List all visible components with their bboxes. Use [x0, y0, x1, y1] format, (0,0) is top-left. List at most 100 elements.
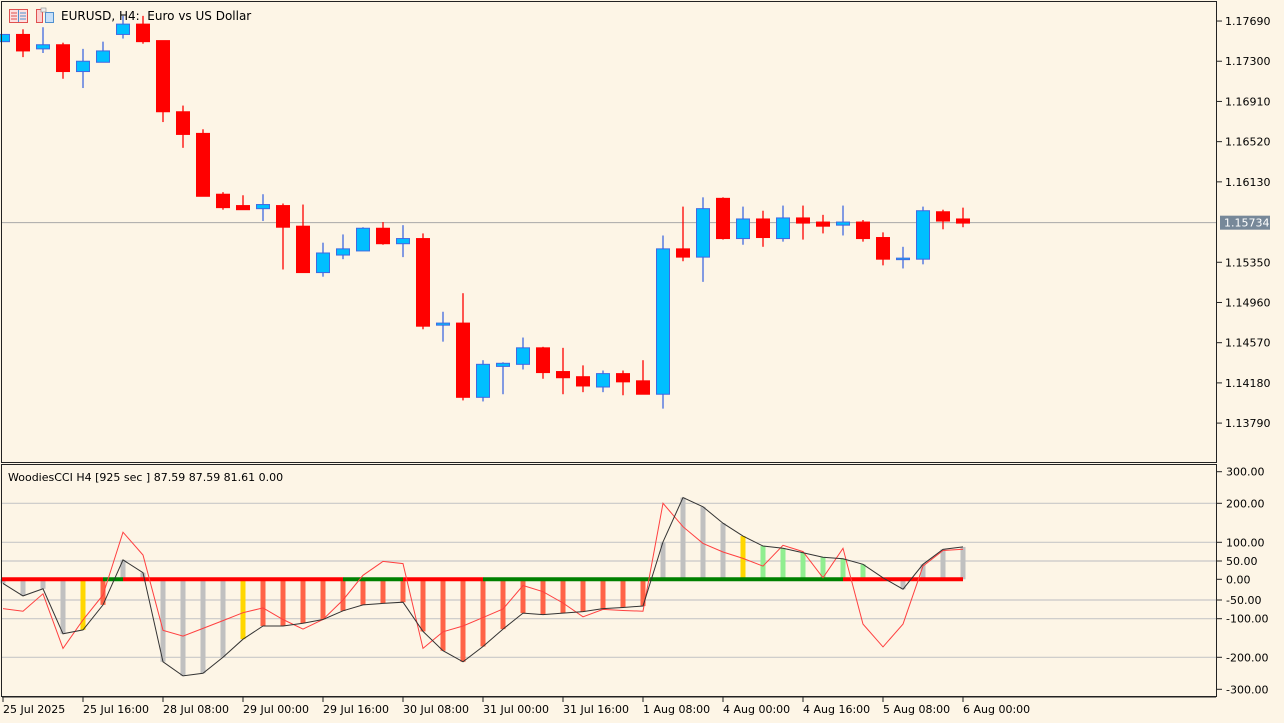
- bull-candle-body: [896, 257, 910, 261]
- chart-title: EURUSD, H4: Euro vs US Dollar: [61, 9, 252, 23]
- price-tick-label: 1.16910: [1225, 95, 1271, 108]
- candle: [36, 27, 50, 53]
- bull-candle-body: [836, 221, 850, 226]
- indicator-tick-label: -300.00: [1226, 683, 1268, 696]
- candle: [736, 206, 750, 245]
- bull-candle-body: [696, 208, 710, 258]
- cci-histogram-bar: [860, 564, 866, 580]
- time-tick-label: 31 Jul 00:00: [483, 703, 549, 716]
- cci-histogram-bar: [440, 579, 446, 651]
- candle: [496, 362, 510, 395]
- cci-histogram-bar: [780, 548, 786, 580]
- bull-candle-body: [436, 322, 450, 326]
- cci-histogram-bar: [240, 579, 246, 640]
- candle: [456, 293, 470, 401]
- time-tick-label: 4 Aug 16:00: [803, 703, 870, 716]
- bear-candle-body: [876, 237, 890, 260]
- candle: [296, 204, 310, 274]
- candle: [776, 205, 790, 242]
- bull-candle-body: [336, 248, 350, 256]
- cci-histogram-bar: [620, 579, 626, 608]
- cci-histogram-bar: [920, 564, 926, 580]
- cci-histogram-bar: [420, 579, 426, 632]
- cci-histogram-bar: [560, 579, 566, 614]
- cci-histogram-bar: [200, 579, 206, 674]
- bear-candle-body: [716, 197, 730, 240]
- price-tick-label: 1.15350: [1225, 256, 1271, 269]
- bear-candle-body: [676, 248, 690, 258]
- bull-candle-body: [496, 362, 510, 367]
- candle: [716, 197, 730, 240]
- candle: [516, 337, 530, 370]
- time-tick-label: 5 Aug 08:00: [883, 703, 950, 716]
- template-icon[interactable]: [36, 7, 54, 23]
- price-tick-label: 1.17300: [1225, 55, 1271, 68]
- cci-histogram-bar: [820, 557, 826, 580]
- bull-candle-body: [736, 218, 750, 240]
- cci-histogram-bar: [540, 579, 546, 615]
- candle: [0, 33, 10, 43]
- candle: [156, 40, 170, 123]
- cci-histogram-bar: [480, 579, 486, 647]
- axes: 1.17690 1.17300 1.16910 1.16520 1.16130 1.153…: [2, 15, 1271, 716]
- tcci-line: [2, 502, 964, 650]
- bull-candle-body: [396, 238, 410, 245]
- cci-histogram-bar: [580, 579, 586, 612]
- price-tick-label: 1.16520: [1225, 136, 1271, 149]
- bear-candle-body: [196, 132, 210, 197]
- candle: [956, 207, 970, 228]
- cci-histogram-bar: [280, 579, 286, 627]
- time-tick-label: 4 Aug 00:00: [723, 703, 790, 716]
- indicator-tick-label: 100.00: [1226, 536, 1265, 549]
- candle: [676, 206, 690, 262]
- bear-candle-body: [176, 111, 190, 135]
- price-tick-label: 1.14180: [1225, 377, 1271, 390]
- bear-candle-body: [556, 371, 570, 379]
- candle: [136, 15, 150, 44]
- cci-histogram-bar: [460, 579, 466, 662]
- bear-candle-body: [56, 44, 70, 73]
- main-panel-border: [1, 1, 1217, 463]
- current-price-badge: [1220, 215, 1270, 230]
- bear-candle-body: [796, 217, 810, 224]
- indicator-tick-label: 50.00: [1226, 555, 1258, 568]
- candle: [616, 370, 630, 396]
- bear-candle-body: [16, 33, 30, 52]
- bear-candle-body: [456, 322, 470, 398]
- indicator-tick-label: 300.00: [1226, 466, 1265, 479]
- cci-histogram-bar: [380, 579, 386, 604]
- candle: [816, 214, 830, 234]
- cci-histogram-bar: [600, 579, 606, 609]
- cci-line: [2, 496, 964, 677]
- cci-histogram-bar: [940, 549, 946, 580]
- indicator-label: WoodiesCCI H4 [925 sec ] 87.59 87.59 81.…: [8, 471, 284, 484]
- bear-candle-body: [756, 218, 770, 239]
- price-tick-label: 1.13790: [1225, 417, 1271, 430]
- indicator-tick-label: -100.00: [1226, 613, 1268, 626]
- indicator-list-icon[interactable]: [9, 9, 28, 23]
- candle: [76, 48, 90, 89]
- cci-histogram-bar: [360, 579, 366, 605]
- bull-candle-body: [116, 23, 130, 35]
- time-tick-label: 28 Jul 08:00: [163, 703, 229, 716]
- cci-histogram-bar: [100, 579, 106, 605]
- time-tick-label: 30 Jul 08:00: [403, 703, 469, 716]
- candle: [876, 232, 890, 266]
- bull-candle-body: [776, 217, 790, 240]
- bear-candle-body: [936, 211, 950, 222]
- candle: [796, 205, 810, 240]
- candle: [936, 209, 950, 230]
- indicator-tick-label: 0.00: [1226, 573, 1251, 586]
- cci-histogram-bar: [640, 579, 646, 606]
- price-tick-label: 1.17690: [1225, 15, 1271, 28]
- bear-candle-body: [416, 238, 430, 327]
- current-price-label: 1.15734: [1224, 217, 1270, 230]
- bull-candle-body: [36, 44, 50, 50]
- candle: [216, 192, 230, 210]
- bear-candle-body: [816, 221, 830, 227]
- cci-histogram-bar: [340, 579, 346, 611]
- candle: [236, 195, 250, 211]
- cci-histogram-bar: [260, 579, 266, 627]
